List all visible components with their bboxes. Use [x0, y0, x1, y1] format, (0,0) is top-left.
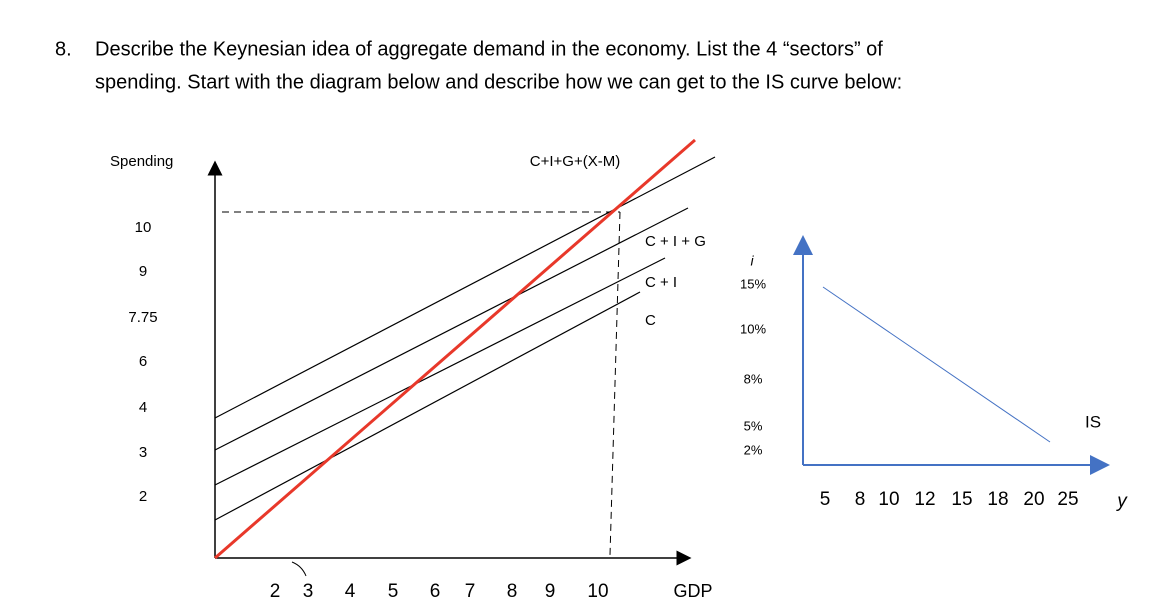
x-tick-label: 3 [303, 581, 314, 602]
spending-line [214, 291, 641, 521]
x-tick-label: 8 [855, 489, 866, 510]
x-label: GDP [673, 581, 712, 601]
x-label: y [1115, 491, 1128, 512]
y-tick-label: 8% [744, 371, 763, 386]
line-label: C+I+G+(X-M) [530, 153, 620, 170]
y-tick-label: 2 [139, 488, 147, 505]
y-tick-label: 7.75 [128, 309, 157, 326]
45-degree-line [214, 138, 696, 560]
y-tick-label: 15% [740, 276, 766, 291]
x-tick-label: 20 [1023, 489, 1044, 510]
line-label: C + I + G [645, 233, 706, 250]
x-tick-label: 4 [345, 581, 356, 602]
curve-label: IS [1085, 412, 1101, 431]
left-diagram: Spending GDP C+I+G+(X-M) C + I + G C + I… [110, 138, 716, 601]
y-tick-label: 9 [139, 263, 147, 280]
spending-line [214, 156, 716, 419]
y-tick-label: 10 [135, 219, 152, 236]
spending-line [214, 207, 689, 451]
x-tick-label: 15 [951, 489, 972, 510]
y-label: Spending [110, 153, 173, 170]
y-tick-label: 4 [139, 399, 147, 416]
y-tick-label: 3 [139, 444, 147, 461]
right-diagram: i IS y [750, 235, 1128, 512]
x-tick-label: 18 [987, 489, 1008, 510]
x-tick-label: 25 [1057, 489, 1078, 510]
y-label: i [750, 253, 754, 269]
x-tick-label: 8 [507, 581, 518, 602]
x-tick-label: 5 [820, 489, 831, 510]
y-tick-label: 2% [744, 442, 763, 457]
x-tick-label: 12 [914, 489, 935, 510]
x-tick-label: 5 [388, 581, 399, 602]
y-tick-label: 6 [139, 353, 147, 370]
line-label: C [645, 312, 656, 329]
spending-line [214, 257, 666, 486]
line-label: C + I [645, 274, 677, 291]
y-tick-label: 10% [740, 321, 766, 336]
x-tick-label: 10 [878, 489, 899, 510]
dashed-guide [609, 211, 621, 556]
question-line: Describe the Keynesian idea of aggregate… [95, 38, 883, 60]
y-tick-label: 5% [744, 418, 763, 433]
question-line: spending. Start with the diagram below a… [95, 71, 902, 93]
is-curve [822, 286, 1051, 443]
x-tick-label: 10 [587, 581, 608, 602]
x-tick-label: 2 [270, 581, 281, 602]
x-tick-label: 9 [545, 581, 556, 602]
x-tick-label: 7 [465, 581, 476, 602]
x-tick-label: 6 [430, 581, 441, 602]
question-number: 8. [55, 38, 72, 60]
angle-arc [291, 561, 307, 577]
